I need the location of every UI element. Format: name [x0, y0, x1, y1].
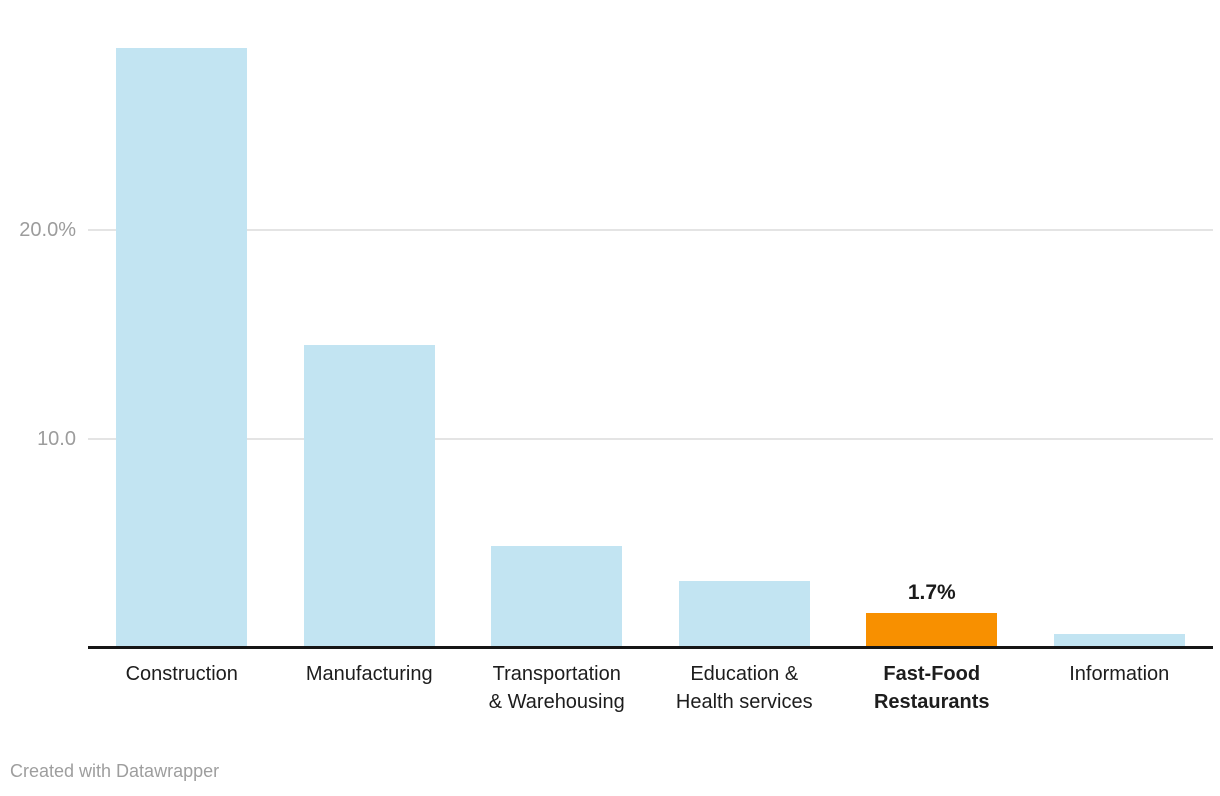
x-axis-label-line: Transportation: [492, 663, 621, 685]
gridline-10: [88, 438, 1213, 440]
x-axis-baseline: [88, 646, 1213, 649]
bar-construction: [116, 48, 248, 648]
x-axis-label-construction: Construction: [88, 660, 276, 688]
x-axis-label-fast-food-restaurants: Fast-Food Restaurants: [838, 660, 1026, 716]
x-axis-label-transportation-warehousing: Transportation & Warehousing: [463, 660, 651, 716]
gridline-20: [88, 229, 1213, 231]
bar-manufacturing: [303, 345, 435, 648]
y-axis-tick-label: 10.0: [37, 428, 76, 450]
bar-value-label: 1.7%: [907, 580, 956, 604]
bar-fast-food-restaurants: [866, 612, 998, 648]
x-axis-label-line: Education &: [690, 663, 799, 685]
x-axis-label-line: Construction: [125, 663, 238, 685]
x-axis-label-line: Health services: [675, 691, 813, 713]
bar-information: [1053, 634, 1185, 648]
x-axis-label-line: Information: [1069, 663, 1170, 685]
x-axis-label-information: Information: [1026, 660, 1214, 688]
y-axis-tick-label: 20.0%: [19, 219, 76, 241]
bar-education-health-services: [678, 581, 810, 648]
bar-transportation-warehousing: [491, 545, 623, 648]
x-axis-label-line: Fast-Food: [883, 663, 981, 685]
x-axis-label-line: & Warehousing: [488, 691, 625, 713]
x-axis-label-manufacturing: Manufacturing: [276, 660, 464, 688]
x-axis-label-education-health-services: Education & Health services: [651, 660, 839, 716]
x-axis-label-line: Restaurants: [873, 691, 990, 713]
datawrapper-attribution[interactable]: Created with Datawrapper: [10, 761, 220, 781]
x-axis-label-line: Manufacturing: [305, 663, 433, 685]
